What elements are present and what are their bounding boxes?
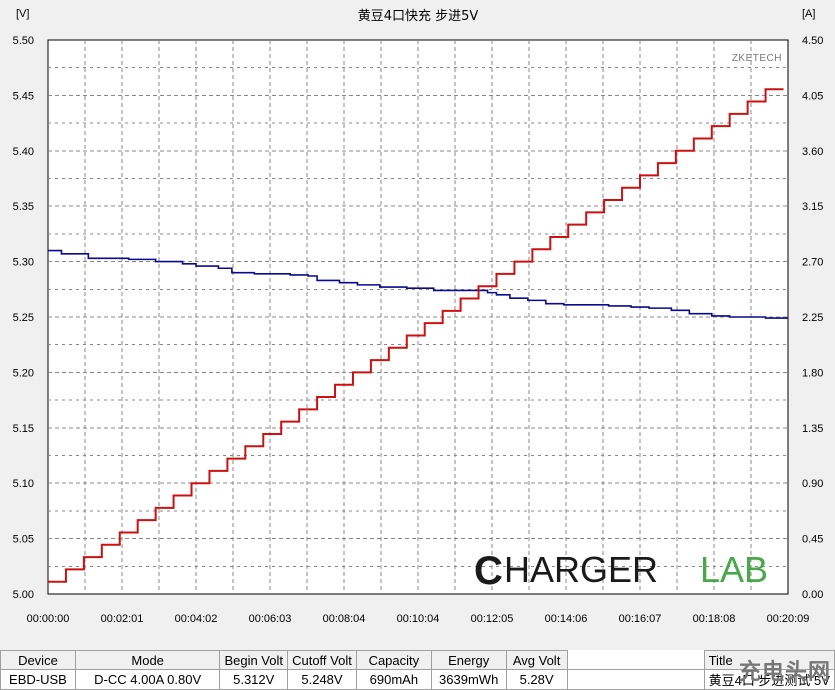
x-tick-label: 00:10:04 — [397, 613, 440, 625]
x-tick-label: 00:00:00 — [27, 613, 70, 625]
right-tick-label: 0.90 — [802, 478, 823, 490]
right-tick-label: 0.00 — [802, 589, 823, 601]
info-table: Device Mode Begin Volt Cutoff Volt Capac… — [0, 650, 835, 690]
info-value-row: EBD-USB D-CC 4.00A 0.80V 5.312V 5.248V 6… — [0, 669, 835, 690]
hdr-cutoff-volt: Cutoff Volt — [286, 650, 357, 670]
x-tick-label: 00:08:04 — [323, 613, 366, 625]
hdr-title: Title — [703, 650, 835, 670]
hdr-begin-volt: Begin Volt — [219, 650, 288, 670]
x-tick-label: 00:14:06 — [545, 613, 588, 625]
val-title: 黄豆4口 步进测试 5V — [703, 669, 835, 690]
x-tick-label: 00:12:05 — [471, 613, 514, 625]
info-header-row: Device Mode Begin Volt Cutoff Volt Capac… — [0, 650, 835, 670]
right-tick-label: 2.25 — [802, 312, 823, 324]
right-tick-label: 0.45 — [802, 534, 823, 546]
x-tick-label: 00:02:01 — [101, 613, 144, 625]
x-tick-label: 00:16:07 — [619, 613, 662, 625]
left-tick-label: 5.30 — [13, 257, 34, 269]
info-panel: Device Mode Begin Volt Cutoff Volt Capac… — [0, 650, 835, 690]
hdr-spacer — [566, 650, 705, 670]
left-tick-label: 5.05 — [13, 534, 34, 546]
x-tick-label: 00:20:09 — [767, 613, 810, 625]
grid-lines — [48, 40, 788, 594]
hdr-energy: Energy — [430, 650, 507, 670]
chargerlab-logo: C HARGER LAB — [474, 549, 768, 593]
right-tick-label: 2.70 — [802, 257, 823, 269]
right-tick-label: 1.35 — [802, 423, 823, 435]
val-cutoff-volt: 5.248V — [286, 669, 357, 690]
logo-lab-text: LAB — [700, 549, 768, 590]
left-tick-label: 5.50 — [13, 35, 34, 47]
val-mode: D-CC 4.00A 0.80V — [74, 669, 221, 690]
zketech-watermark: ZKETECH — [732, 53, 782, 64]
left-tick-label: 5.00 — [13, 589, 34, 601]
val-begin-volt: 5.312V — [219, 669, 288, 690]
logo-harger-text: HARGER — [504, 549, 658, 590]
axis-labels: 5.50 5.45 5.40 5.35 5.30 5.25 5.20 5.15 5.10 5.05… — [13, 35, 824, 625]
hdr-capacity: Capacity — [355, 650, 432, 670]
x-tick-label: 00:04:02 — [175, 613, 218, 625]
left-tick-label: 5.20 — [13, 367, 34, 379]
x-tick-label: 00:06:03 — [249, 613, 292, 625]
right-tick-label: 1.80 — [802, 367, 823, 379]
val-device: EBD-USB — [0, 669, 76, 690]
logo-c-letter: C — [474, 549, 503, 593]
left-tick-label: 5.45 — [13, 90, 34, 102]
val-avg-volt: 5.28V — [505, 669, 568, 690]
current-series-line — [48, 88, 784, 583]
left-tick-label: 5.40 — [13, 146, 34, 158]
val-energy: 3639mWh — [430, 669, 507, 690]
right-tick-label: 4.50 — [802, 35, 823, 47]
right-tick-label: 4.05 — [802, 90, 823, 102]
left-axis-unit: [V] — [16, 8, 29, 20]
voltage-series-line — [48, 249, 788, 319]
series-lines — [48, 88, 788, 583]
right-axis-unit: [A] — [802, 8, 815, 20]
right-tick-label: 3.60 — [802, 146, 823, 158]
left-tick-label: 5.15 — [13, 423, 34, 435]
hdr-device: Device — [0, 650, 76, 670]
chart-title: 黄豆4口快充 步进5V — [358, 8, 479, 24]
x-tick-label: 00:18:08 — [693, 613, 736, 625]
left-tick-label: 5.35 — [13, 201, 34, 213]
left-tick-label: 5.10 — [13, 478, 34, 490]
hdr-mode: Mode — [74, 650, 221, 670]
brand-watermark: 充电头网 — [738, 660, 831, 685]
left-tick-label: 5.25 — [13, 312, 34, 324]
right-tick-label: 3.15 — [802, 201, 823, 213]
hdr-avg-volt: Avg Volt — [505, 650, 568, 670]
val-capacity: 690mAh — [355, 669, 432, 690]
val-spacer — [566, 669, 705, 690]
voltage-current-chart: 5.50 5.45 5.40 5.35 5.30 5.25 5.20 5.15 5.10 5.05… — [12, 8, 824, 625]
